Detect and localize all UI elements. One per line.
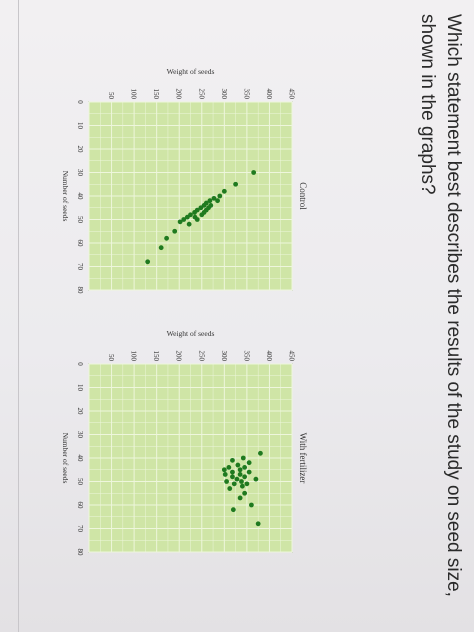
data-point	[240, 455, 246, 461]
data-point	[201, 210, 207, 215]
x-tick-label: 60	[76, 502, 84, 510]
y-tick-label: 400	[265, 351, 273, 362]
data-point	[249, 502, 254, 508]
y-tick-label: 50	[107, 92, 115, 100]
y-tick-label: 400	[265, 89, 273, 100]
x-tick-label: 60	[76, 240, 84, 248]
y-tick-label: 450	[288, 89, 296, 100]
y-tick-label: 200	[175, 89, 183, 100]
data-point	[237, 495, 243, 501]
data-point	[237, 472, 243, 477]
x-tick-label: 50	[76, 478, 84, 486]
x-tick-label: 50	[76, 216, 84, 224]
data-point	[217, 193, 223, 199]
x-tick-label: 20	[76, 408, 84, 416]
y-tick-label: 450	[288, 351, 296, 362]
x-tick-label: 80	[76, 287, 84, 295]
data-point	[186, 221, 192, 227]
x-tick-label: 30	[76, 169, 84, 177]
x-tick-label: 0	[76, 362, 84, 366]
data-point	[221, 188, 227, 194]
data-point	[246, 469, 252, 475]
y-tick-label: 250	[197, 351, 205, 362]
y-tick-label: 350	[242, 89, 250, 100]
data-point	[215, 198, 220, 204]
data-point	[239, 479, 244, 484]
y-axis-label: Weight of seeds	[167, 67, 215, 76]
x-tick-label: 20	[76, 146, 84, 154]
data-point	[158, 245, 164, 251]
data-point	[235, 462, 241, 468]
data-point	[181, 217, 187, 222]
data-point	[244, 481, 250, 487]
y-tick-label: 150	[152, 351, 160, 362]
data-point	[206, 205, 211, 211]
data-point	[164, 235, 169, 241]
scatter-plot: With fertilizer 0 10 20 30 40 50 60 70 80 50 100 150…	[61, 329, 308, 557]
data-point	[177, 219, 183, 225]
data-point	[230, 457, 235, 463]
fertilizer-chart: With fertilizer 0 10 20 30 40 50 60 70 80 50 100 150…	[49, 326, 314, 556]
data-point	[255, 521, 261, 527]
x-tick-label: 10	[76, 384, 84, 392]
data-point	[172, 228, 178, 234]
data-point	[145, 259, 151, 265]
data-point	[231, 481, 237, 487]
x-axis-label: Number of seeds	[61, 171, 70, 222]
data-point	[198, 205, 204, 211]
data-point	[224, 479, 229, 484]
data-point	[233, 181, 239, 187]
data-point	[222, 472, 228, 477]
y-tick-label: 250	[197, 89, 205, 100]
y-tick-label: 100	[130, 89, 138, 100]
x-tick-label: 30	[76, 431, 84, 439]
chart-title: With fertilizer	[298, 433, 308, 484]
x-tick-label: 40	[76, 455, 84, 463]
y-tick-label: 150	[152, 89, 160, 100]
y-tick-label: 300	[220, 89, 228, 100]
x-tick-label: 40	[76, 193, 84, 201]
x-tick-label: 0	[76, 100, 84, 104]
x-tick-label: 10	[76, 122, 84, 130]
data-point	[230, 474, 235, 480]
data-point	[242, 465, 248, 470]
chart-title: Control	[298, 182, 308, 210]
data-point	[221, 467, 227, 473]
data-point	[246, 460, 252, 466]
y-tick-label: 100	[130, 351, 138, 362]
data-point	[239, 483, 245, 489]
scatter-plot: Control 0 10 20 30 40 50 60 70 80 50 100 150 200 250 30…	[61, 67, 308, 295]
data-point	[207, 198, 213, 204]
y-tick-label: 300	[220, 351, 228, 362]
data-point	[258, 450, 263, 456]
data-point	[242, 474, 248, 480]
y-tick-label: 350	[242, 351, 250, 362]
data-point	[251, 170, 257, 175]
x-tick-label: 80	[76, 549, 84, 557]
y-axis-label: Weight of seeds	[167, 329, 215, 338]
data-point	[227, 486, 233, 491]
x-axis-label: Number of seeds	[61, 433, 70, 484]
data-point	[192, 210, 197, 215]
data-point	[184, 214, 190, 220]
x-tick-label: 70	[76, 525, 84, 533]
data-point	[226, 465, 232, 470]
data-point	[192, 214, 198, 220]
question-text: Which statement best describes the resul…	[417, 14, 464, 597]
data-point	[237, 467, 243, 473]
x-tick-label: 70	[76, 263, 84, 271]
y-tick-label: 200	[175, 351, 183, 362]
data-point	[253, 476, 259, 482]
data-point	[234, 476, 240, 482]
data-point	[230, 507, 236, 513]
divider-line	[18, 0, 19, 632]
control-chart: Control 0 10 20 30 40 50 60 70 80 50 100 150 200 250 30…	[49, 64, 314, 294]
data-point	[242, 490, 248, 496]
y-tick-label: 50	[107, 354, 115, 362]
data-point	[230, 469, 235, 475]
data-point	[211, 195, 217, 201]
